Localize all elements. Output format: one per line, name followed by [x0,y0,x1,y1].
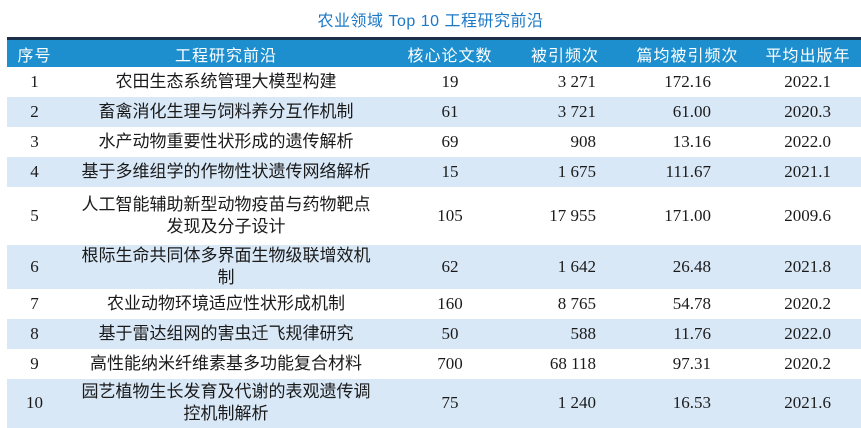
table-row: 6 根际生命共同体多界面生物级联增效机制 62 1 642 26.48 2021… [7,245,861,289]
cell-papers: 160 [437,293,463,313]
cell-avg-citations: 26.48 [620,245,755,289]
header-row: 序号 工程研究前沿 核心论文数 被引频次 篇均被引频次 平均出版年 [7,38,861,67]
cell-papers: 105 [437,206,463,226]
cell-avg-citations: 16.53 [620,378,755,428]
col-header-avg-year: 平均出版年 [755,38,861,67]
cell-avg-year: 2021.8 [755,245,861,289]
cell-citations: 1 240 [510,378,620,428]
cell-front: 畜禽消化生理与饲料养分互作机制 [62,97,390,127]
cell-front: 园艺植物生长发育及代谢的表观遗传调控机制解析 [62,378,390,428]
research-fronts-table: 序号 工程研究前沿 核心论文数 被引频次 篇均被引频次 平均出版年 1 农田生态… [7,37,861,428]
cell-citations: 908 [570,132,597,152]
cell-papers: 69 [441,132,459,152]
cell-papers: 50 [390,318,510,349]
cell-avg-citations: 172.16 [664,72,711,92]
table-row: 7 农业动物环境适应性状形成机制 160 8 765 54.78 2020.2 [7,289,861,319]
cell-avg-year: 2020.2 [784,293,831,313]
cell-avg-citations: 11.76 [620,318,755,349]
table-row: 10 园艺植物生长发育及代谢的表观遗传调控机制解析 75 1 240 16.53… [7,378,861,428]
cell-rank: 3 [30,132,39,152]
cell-avg-year: 2021.6 [755,378,861,428]
cell-front: 农田生态系统管理大模型构建 [115,72,337,92]
cell-front: 基于多维组学的作物性状遗传网络解析 [62,157,390,187]
col-header-citations: 被引频次 [510,38,620,67]
cell-front: 基于雷达组网的害虫迁飞规律研究 [62,318,390,349]
cell-rank: 10 [7,378,62,428]
cell-rank: 1 [30,72,39,92]
cell-front: 农业动物环境适应性状形成机制 [107,293,345,313]
cell-avg-citations: 97.31 [672,353,711,373]
table-row: 1 农田生态系统管理大模型构建 19 3 271 172.16 2022.1 [7,67,861,97]
cell-avg-year: 2021.1 [755,157,861,187]
cell-avg-year: 2020.2 [784,353,831,373]
cell-rank: 2 [7,97,62,127]
cell-papers: 700 [437,353,463,373]
cell-papers: 62 [390,245,510,289]
cell-rank: 5 [30,206,39,226]
cell-avg-year: 2022.1 [784,72,831,92]
table-row: 2 畜禽消化生理与饲料养分互作机制 61 3 721 61.00 2020.3 [7,97,861,127]
cell-avg-year: 2009.6 [784,206,831,226]
table-row: 9 高性能纳米纤维素基多功能复合材料 700 68 118 97.31 2020… [7,349,861,379]
cell-front: 水产动物重要性状形成的遗传解析 [98,132,354,152]
cell-avg-citations: 171.00 [664,206,711,226]
col-header-front: 工程研究前沿 [62,38,390,67]
cell-avg-citations: 13.16 [672,132,711,152]
cell-avg-year: 2022.0 [755,318,861,349]
cell-citations: 1 675 [510,157,620,187]
cell-avg-year: 2020.3 [755,97,861,127]
table-row: 3 水产动物重要性状形成的遗传解析 69 908 13.16 2022.0 [7,127,861,157]
cell-front: 高性能纳米纤维素基多功能复合材料 [90,353,362,373]
cell-citations: 1 642 [510,245,620,289]
cell-papers: 61 [390,97,510,127]
cell-avg-citations: 111.67 [620,157,755,187]
cell-avg-citations: 54.78 [672,293,711,313]
cell-citations: 8 765 [557,293,596,313]
cell-citations: 3 721 [510,97,620,127]
cell-papers: 19 [441,72,459,92]
table-title: 农业领域 Top 10 工程研究前沿 [317,13,544,30]
col-header-rank: 序号 [7,38,62,67]
cell-rank: 4 [7,157,62,187]
cell-citations: 17 955 [549,206,596,226]
table-row: 5 人工智能辅助新型动物疫苗与药物靶点发现及分子设计 105 17 955 17… [7,187,861,245]
cell-rank: 8 [7,318,62,349]
cell-rank: 7 [30,293,39,313]
cell-front: 人工智能辅助新型动物疫苗与药物靶点发现及分子设计 [81,195,371,236]
col-header-papers: 核心论文数 [390,38,510,67]
table-row: 4 基于多维组学的作物性状遗传网络解析 15 1 675 111.67 2021… [7,157,861,187]
cell-front: 根际生命共同体多界面生物级联增效机制 [62,245,390,289]
cell-rank: 6 [7,245,62,289]
cell-rank: 9 [30,353,39,373]
cell-citations: 3 271 [557,72,596,92]
cell-papers: 15 [390,157,510,187]
cell-avg-year: 2022.0 [784,132,831,152]
cell-avg-citations: 61.00 [620,97,755,127]
table-row: 8 基于雷达组网的害虫迁飞规律研究 50 588 11.76 2022.0 [7,318,861,349]
cell-papers: 75 [390,378,510,428]
cell-citations: 68 118 [549,353,596,373]
col-header-avg-citations: 篇均被引频次 [620,38,755,67]
cell-citations: 588 [510,318,620,349]
